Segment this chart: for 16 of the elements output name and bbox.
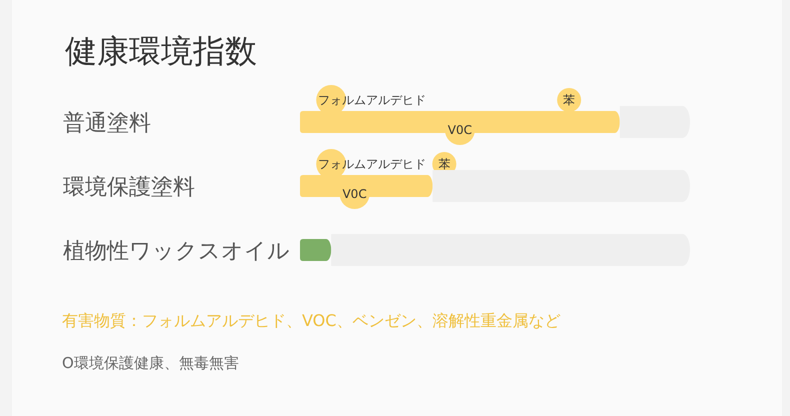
y-tick-label: 環境保護塗料 [63,175,195,200]
bar [620,106,690,138]
bar [300,239,332,261]
text: O環境保護健康、無毒無害 [62,354,239,372]
text: 有害物質：フォルムアルデヒド、VOC、ベンゼン、溶解性重金属など [62,311,560,330]
annotation: V0C [342,187,367,201]
y-tick-label: 普通塗料 [63,111,151,136]
annotation: 苯 [563,93,576,107]
bar [432,170,690,202]
chart-title: 健康環境指数 [65,32,257,70]
bar [300,175,433,197]
y-tick-label: 植物性ワックスオイル [63,239,290,264]
annotation: 苯 [438,157,450,171]
annotation: V0C [448,123,472,137]
bar [300,111,620,133]
bar [331,234,690,266]
